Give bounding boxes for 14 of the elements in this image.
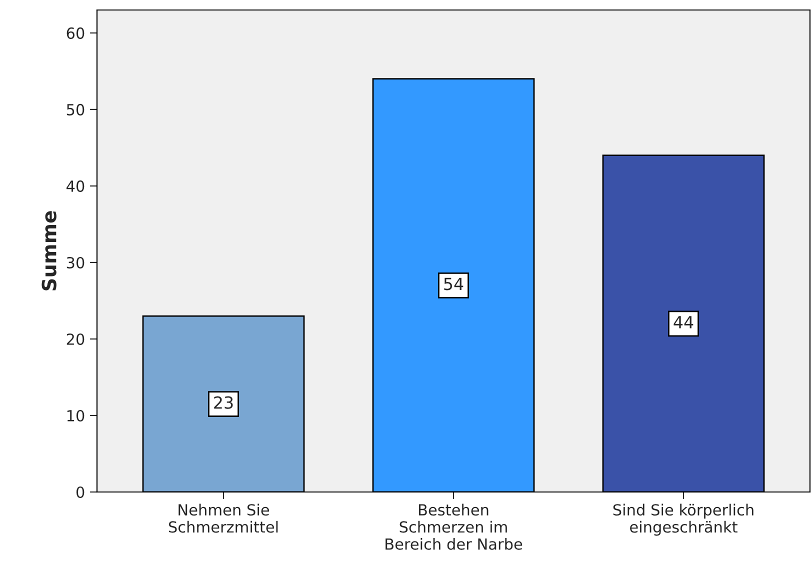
y-tick-label: 20 xyxy=(66,333,84,346)
y-tick-label: 60 xyxy=(66,27,84,39)
y-axis-title: Summe xyxy=(42,211,56,290)
data-label: 44 xyxy=(674,316,694,328)
x-tick-label: Nehmen Sie Schmerzmittel xyxy=(168,504,278,533)
y-tick-label: 30 xyxy=(66,256,84,268)
data-label: 54 xyxy=(444,278,464,290)
y-tick-label: 50 xyxy=(66,104,84,116)
x-tick-label: Bestehen Schmerzen im Bereich der Narbe xyxy=(386,504,522,550)
y-tick-label: 40 xyxy=(66,180,84,192)
y-tick-label: 10 xyxy=(67,410,84,422)
y-tick-label: 0 xyxy=(76,486,84,498)
data-label: 23 xyxy=(214,396,233,409)
x-tick-label: Sind Sie körperlich eingeschränkt xyxy=(613,504,754,536)
